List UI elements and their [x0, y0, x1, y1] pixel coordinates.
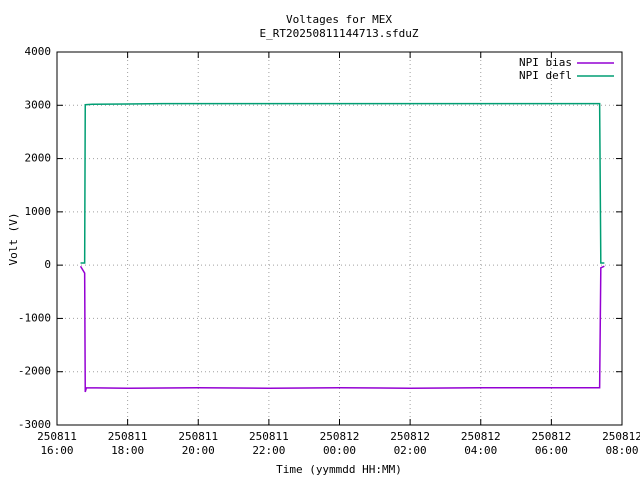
y-axis-label: Volt (V): [7, 213, 20, 266]
y-tick-label: -1000: [18, 311, 51, 324]
x-tick-label: 250811 22:00: [249, 430, 289, 457]
plot-frame: [56, 51, 623, 426]
x-tick-label: 250812 02:00: [390, 430, 430, 457]
y-tick-label: 4000: [25, 45, 52, 58]
y-tick-label: 1000: [25, 205, 52, 218]
x-tick-label: 250811 18:00: [107, 430, 148, 457]
x-tick-label: 250812 00:00: [319, 430, 360, 457]
y-tick-label: 0: [44, 258, 51, 271]
y-tick-label: -3000: [18, 418, 51, 431]
series-line: [79, 265, 605, 393]
chart-subtitle: E_RT20250811144713.sfduZ: [260, 27, 419, 40]
x-tick-label: 250812 04:00: [460, 430, 501, 457]
y-tick-label: 3000: [25, 98, 52, 111]
x-tick-label: 250811 16:00: [37, 430, 77, 457]
x-tick-label: 250812 08:00: [602, 430, 640, 457]
y-tick-label: -2000: [18, 365, 51, 378]
y-tick-label: 2000: [25, 152, 52, 165]
legend-label: NPI bias: [519, 56, 572, 69]
chart-title: Voltages for MEX: [286, 13, 392, 26]
x-tick-label: 250811 20:00: [178, 430, 219, 457]
series-line: [80, 102, 605, 264]
legend-label: NPI defl: [519, 69, 572, 82]
x-tick-label: 250812 06:00: [531, 430, 572, 457]
x-axis-label: Time (yymmdd HH:MM): [276, 463, 402, 476]
